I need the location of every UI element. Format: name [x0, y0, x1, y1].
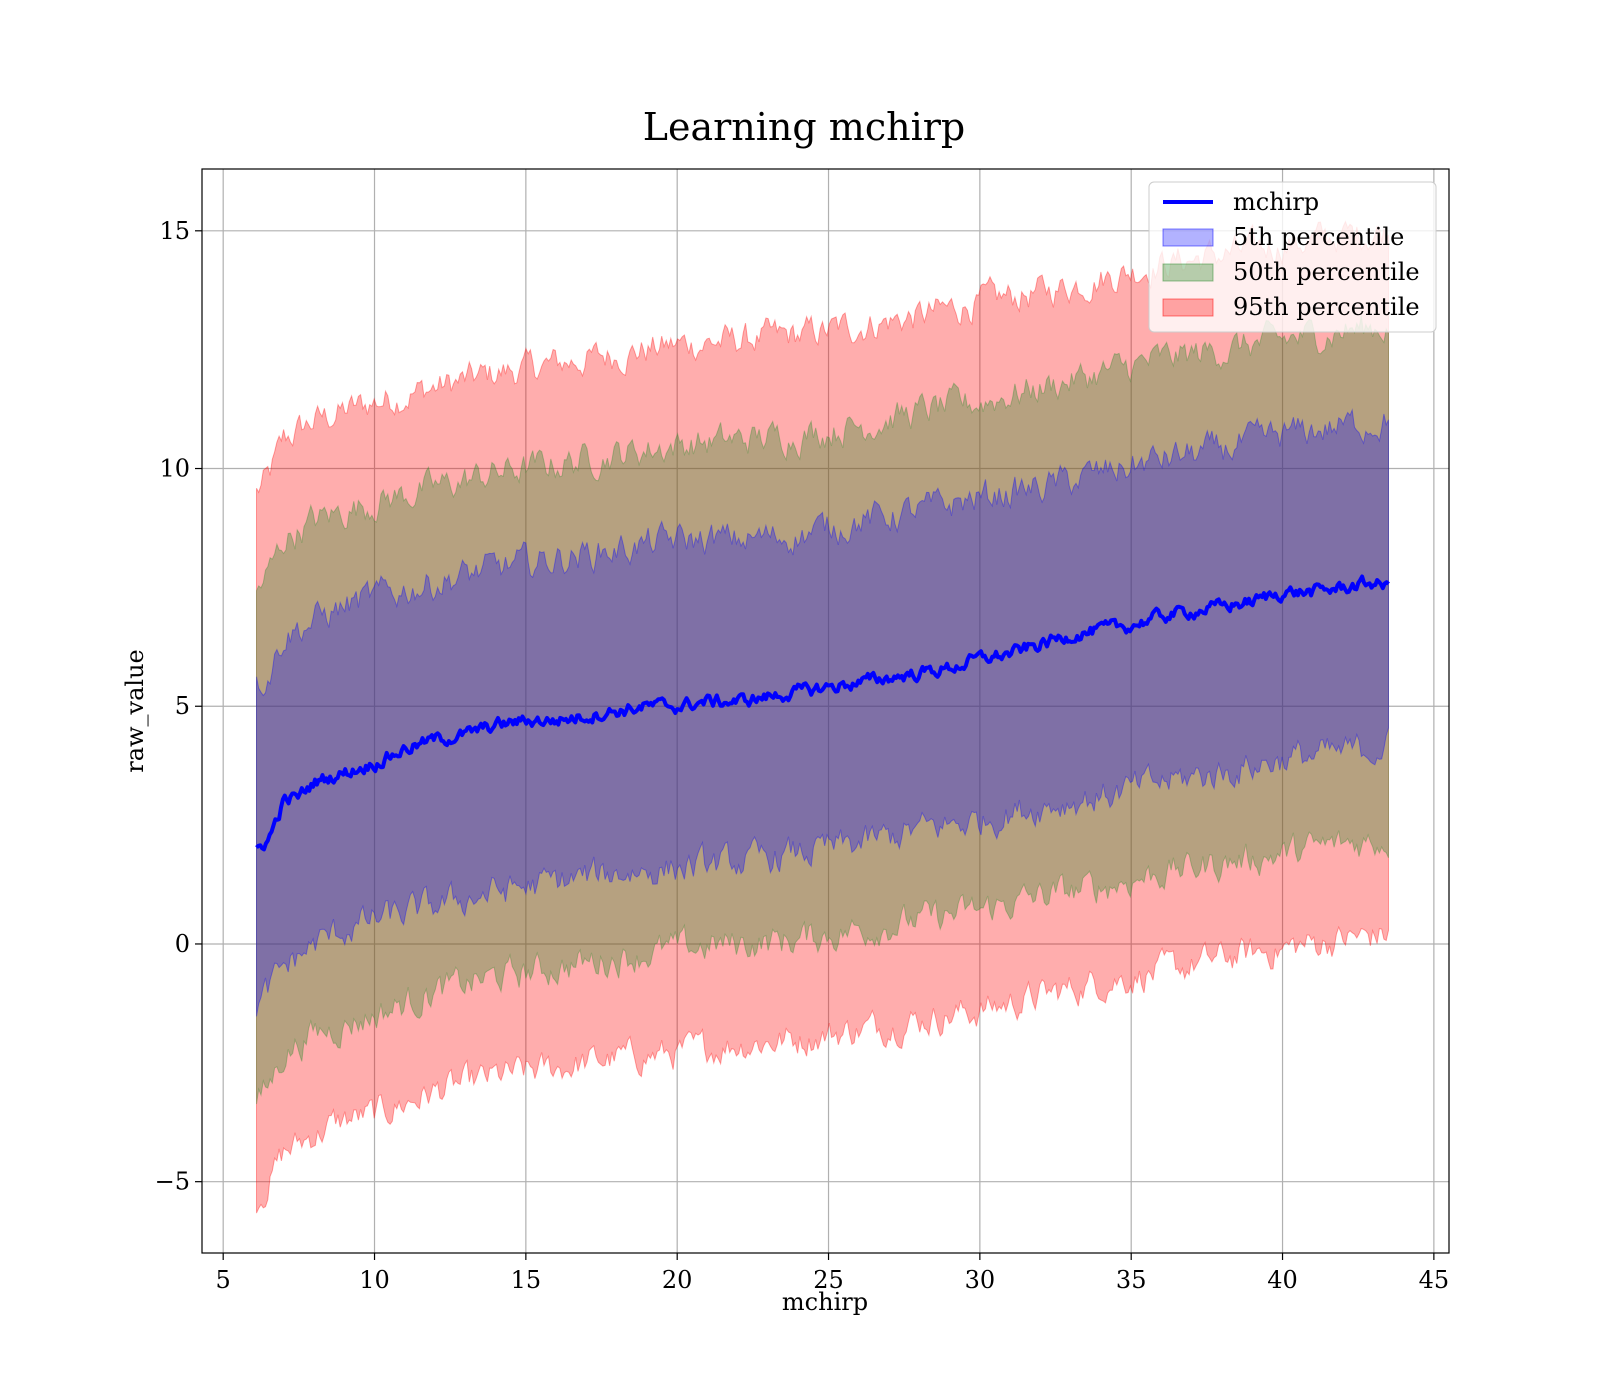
legend-label-50th-percentile: 50th percentile — [1233, 258, 1420, 286]
band-95th-percentile — [256, 220, 1389, 1214]
legend-label-5th-percentile: 5th percentile — [1233, 223, 1404, 251]
y-tick-label: 0 — [175, 930, 190, 958]
band-50th-percentile — [256, 315, 1389, 1105]
legend-items: mchirp 5th percentile 50th percentile 95th … — [1162, 188, 1420, 321]
x-axis-label: mchirp — [782, 1288, 868, 1316]
x-tick-label: 15 — [511, 1266, 542, 1294]
legend-swatch-5th-percentile — [1162, 228, 1214, 247]
legend-swatch-50th-percentile — [1162, 263, 1214, 282]
legend-box — [1148, 181, 1437, 333]
y-tick-label: −5 — [155, 1168, 190, 1196]
legend-swatch-95th-percentile — [1162, 298, 1214, 317]
x-tick-label: 30 — [965, 1266, 996, 1294]
line-layer — [255, 574, 1390, 852]
x-tick-label: 20 — [662, 1266, 693, 1294]
x-tick-label: 5 — [216, 1266, 231, 1294]
x-tick-label: 40 — [1267, 1266, 1298, 1294]
x-tick-label: 25 — [813, 1266, 844, 1294]
plot-frame — [201, 168, 1450, 1254]
x-tick-label: 45 — [1419, 1266, 1450, 1294]
x-tick-label: 10 — [359, 1266, 390, 1294]
series-line-mchirp — [255, 574, 1390, 852]
band-5th-percentile — [256, 408, 1389, 1017]
legend: mchirp 5th percentile 50th percentile 95th … — [1148, 181, 1437, 333]
y-axis-label: raw_value — [121, 649, 149, 773]
chart-title: Learning mchirp — [643, 105, 965, 149]
y-tick-label: 15 — [159, 217, 190, 245]
tick-layer: 5 10 15 20 25 30 35 40 45 −5 0 5 10 15 — [155, 217, 1450, 1294]
y-tick-label: 5 — [175, 692, 190, 720]
legend-label-95th-percentile: 95th percentile — [1233, 293, 1420, 321]
band-layer — [256, 220, 1389, 1214]
legend-label-mchirp: mchirp — [1233, 188, 1319, 216]
x-tick-label: 35 — [1116, 1266, 1147, 1294]
y-tick-label: 10 — [159, 455, 190, 483]
